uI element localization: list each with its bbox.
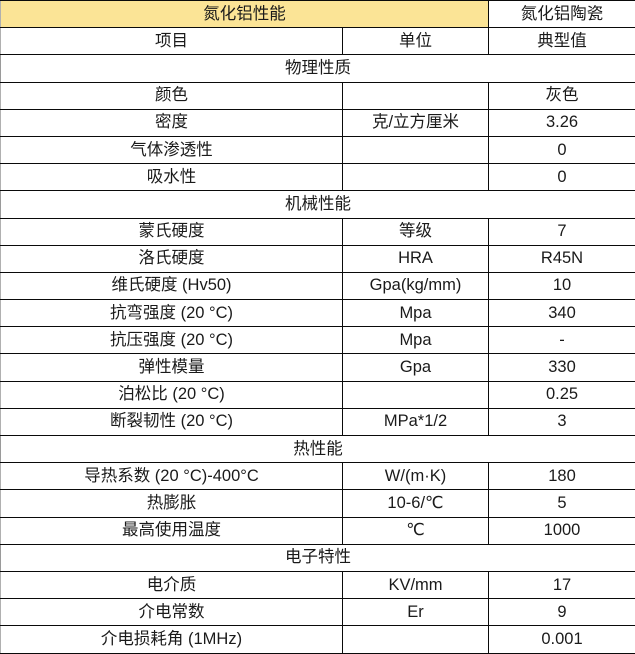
cell-value: 340 <box>489 300 635 327</box>
cell-value: 5 <box>489 490 635 517</box>
cell-unit: W/(m·K) <box>343 463 489 490</box>
cell-item: 介电常数 <box>1 599 343 626</box>
cell-value: 180 <box>489 463 635 490</box>
cell-item: 维氏硬度 (Hv50) <box>1 272 343 299</box>
cell-value: 1000 <box>489 517 635 544</box>
cell-value: 10 <box>489 272 635 299</box>
cell-value: 3 <box>489 408 635 435</box>
cell-item: 洛氏硬度 <box>1 245 343 272</box>
table-title-right: 氮化铝陶瓷 <box>489 1 635 28</box>
cell-item: 热膨胀 <box>1 490 343 517</box>
section-header-label: 物理性质 <box>1 55 635 82</box>
cell-value: 17 <box>489 571 635 598</box>
cell-value: 7 <box>489 218 635 245</box>
cell-unit: HRA <box>343 245 489 272</box>
cell-item: 密度 <box>1 109 343 136</box>
cell-item: 颜色 <box>1 82 343 109</box>
cell-item: 最高使用温度 <box>1 517 343 544</box>
cell-unit <box>343 136 489 163</box>
cell-value: 330 <box>489 354 635 381</box>
cell-value: - <box>489 327 635 354</box>
cell-unit: 等级 <box>343 218 489 245</box>
table-row: 吸水性 0 <box>1 164 635 191</box>
cell-unit: 10-6/℃ <box>343 490 489 517</box>
section-header-row: 热性能 <box>1 436 635 463</box>
cell-unit <box>343 82 489 109</box>
table-title: 氮化铝性能 <box>1 1 489 28</box>
cell-unit: KV/mm <box>343 571 489 598</box>
column-header-value: 典型值 <box>489 28 635 55</box>
cell-item: 介电损耗角 (1MHz) <box>1 626 343 653</box>
table-title-row: 氮化铝性能 氮化铝陶瓷 <box>1 1 635 28</box>
cell-value: 0 <box>489 136 635 163</box>
table-column-header-row: 项目 单位 典型值 <box>1 28 635 55</box>
section-header-label: 电子特性 <box>1 544 635 571</box>
cell-item: 弹性模量 <box>1 354 343 381</box>
table-row: 维氏硬度 (Hv50)Gpa(kg/mm)10 <box>1 272 635 299</box>
cell-item: 泊松比 (20 °C) <box>1 381 343 408</box>
cell-unit: Er <box>343 599 489 626</box>
cell-item: 抗压强度 (20 °C) <box>1 327 343 354</box>
column-header-item: 项目 <box>1 28 343 55</box>
cell-item: 电介质 <box>1 571 343 598</box>
cell-value: 3.26 <box>489 109 635 136</box>
table-row: 抗压强度 (20 °C)Mpa- <box>1 327 635 354</box>
section-header-row: 机械性能 <box>1 191 635 218</box>
cell-item: 气体渗透性 <box>1 136 343 163</box>
cell-unit: MPa*1/2 <box>343 408 489 435</box>
cell-item: 导热系数 (20 °C)-400°C <box>1 463 343 490</box>
cell-unit: 克/立方厘米 <box>343 109 489 136</box>
cell-value: 灰色 <box>489 82 635 109</box>
cell-unit: ℃ <box>343 517 489 544</box>
section-header-row: 物理性质 <box>1 55 635 82</box>
cell-item: 吸水性 <box>1 164 343 191</box>
table-row: 泊松比 (20 °C) 0.25 <box>1 381 635 408</box>
section-header-label: 热性能 <box>1 436 635 463</box>
cell-value: 9 <box>489 599 635 626</box>
section-header-label: 机械性能 <box>1 191 635 218</box>
cell-value: 0.001 <box>489 626 635 653</box>
column-header-unit: 单位 <box>343 28 489 55</box>
cell-unit <box>343 164 489 191</box>
cell-value: 0 <box>489 164 635 191</box>
cell-unit: Gpa(kg/mm) <box>343 272 489 299</box>
table-row: 颜色 灰色 <box>1 82 635 109</box>
section-header-row: 电子特性 <box>1 544 635 571</box>
table-row: 介电损耗角 (1MHz) 0.001 <box>1 626 635 653</box>
cell-item: 抗弯强度 (20 °C) <box>1 300 343 327</box>
cell-value: 0.25 <box>489 381 635 408</box>
cell-unit: Gpa <box>343 354 489 381</box>
cell-unit <box>343 381 489 408</box>
cell-unit: Mpa <box>343 300 489 327</box>
cell-unit: Mpa <box>343 327 489 354</box>
cell-value: R45N <box>489 245 635 272</box>
cell-unit <box>343 626 489 653</box>
table-row: 气体渗透性 0 <box>1 136 635 163</box>
cell-item: 蒙氏硬度 <box>1 218 343 245</box>
cell-item: 断裂韧性 (20 °C) <box>1 408 343 435</box>
